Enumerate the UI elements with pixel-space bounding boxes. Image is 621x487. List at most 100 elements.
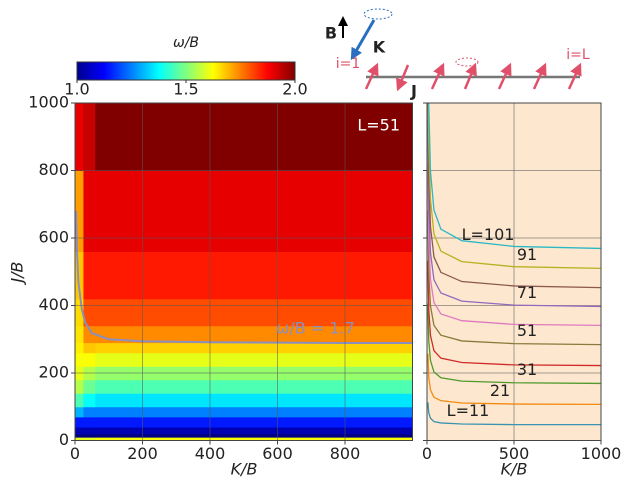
heatmap-cell: [95, 251, 413, 300]
lines: [427, 103, 601, 426]
heatmap-cell: [95, 416, 413, 428]
heatmap-cell: [83, 437, 96, 441]
x-axis-label: K/B: [501, 460, 528, 479]
series-label: L=11: [447, 401, 490, 420]
coupling-label: J: [410, 82, 417, 101]
heatmap-cell: [75, 416, 84, 428]
heatmap-cell: [75, 406, 84, 418]
schematic: B K J i=1 i=L: [325, 8, 590, 101]
contour-line: [75, 210, 413, 344]
spin: [532, 62, 547, 90]
y-tick-label: 400: [38, 295, 69, 314]
heatmap-cell: [75, 103, 84, 171]
colorbar-label: ω/B: [173, 35, 199, 51]
heatmap-cell: [75, 298, 84, 327]
heatmap-cell: [83, 379, 96, 394]
heatmap-cell: [75, 170, 84, 252]
colorbar-tick-label: 1.5: [173, 80, 198, 99]
series-label: 21: [490, 381, 510, 400]
series-label: 31: [517, 360, 537, 379]
colorbar: [76, 61, 296, 81]
annotation: L=51: [357, 116, 400, 135]
precession: [363, 8, 393, 20]
line: [428, 103, 601, 250]
line: [427, 303, 601, 385]
spin: [567, 62, 582, 90]
series-label: 91: [517, 245, 537, 264]
line: [427, 210, 601, 346]
spin: [430, 62, 445, 90]
heatmap-cell: [83, 170, 96, 252]
x-axis-label: K/B: [231, 460, 258, 479]
heatmap-cell: [75, 352, 84, 367]
heatmap-cell: [83, 342, 96, 354]
site-label: i=L: [566, 47, 590, 63]
heatmap-cell: [95, 437, 413, 441]
contour-label: ω/B = 1.7: [276, 319, 355, 338]
x-tick-label: 400: [195, 444, 226, 463]
heatmap-cell: [95, 103, 413, 171]
heatmap-cell: [83, 103, 96, 171]
field-label: B: [325, 24, 337, 43]
x-tick-label: 800: [330, 444, 361, 463]
series-label: L=101: [462, 225, 515, 244]
heatmap-cell: [83, 406, 96, 418]
heatmap-cell: [75, 251, 84, 300]
x-tick-label: 500: [499, 444, 530, 463]
y-axis-label: J/B: [8, 261, 27, 285]
plot-frame: [74, 102, 413, 441]
heatmap-cell: [95, 342, 413, 354]
x-tick-label: 1000: [581, 444, 621, 463]
spin-arrow: [350, 19, 376, 61]
heatmap-cell: [75, 427, 84, 435]
site-label: i=1: [336, 56, 361, 72]
precession: [455, 57, 479, 67]
y-tick-label: 800: [38, 160, 69, 179]
y-tick-label: 0: [59, 430, 69, 449]
x-tick-label: 600: [262, 444, 293, 463]
y-tick-label: 1000: [28, 93, 69, 112]
heatmap-cell: [83, 325, 96, 344]
heatmap-cell: [83, 433, 96, 438]
line: [427, 164, 601, 327]
heatmap-cell: [95, 406, 413, 418]
spin: [463, 62, 477, 90]
line: [427, 103, 601, 270]
x-tick-label: 0: [422, 444, 432, 463]
heatmap-cell: [95, 325, 413, 344]
spins: [364, 62, 582, 92]
heatmap-cell: [95, 433, 413, 438]
heatmap-cell: [83, 416, 96, 428]
series-label: 71: [517, 283, 537, 302]
heatmap-cell: [83, 393, 96, 408]
line: [427, 402, 601, 426]
heatmap-cell: [75, 437, 84, 441]
colorbar-tick-label: 1.0: [64, 80, 89, 99]
heatmap: [75, 103, 413, 441]
heatmap-cell: [95, 379, 413, 394]
anisotropy-label: K: [373, 38, 386, 57]
heatmap-cell: [95, 427, 413, 435]
x-tick-label: 0: [70, 444, 80, 463]
spin: [497, 62, 512, 90]
heatmap-cell: [75, 379, 84, 394]
line: [427, 118, 601, 308]
heatmap-cell: [83, 251, 96, 300]
heatmap-cell: [75, 342, 84, 354]
y-tick-label: 200: [38, 363, 69, 382]
spin: [364, 62, 379, 90]
spin: [396, 64, 410, 92]
colorbar-tick-label: 2.0: [282, 80, 307, 99]
heatmap-cell: [95, 393, 413, 408]
line: [427, 103, 601, 289]
heatmap-cell: [75, 325, 84, 344]
heatmap-cell: [75, 433, 84, 438]
heatmap-cell: [75, 393, 84, 408]
heatmap-cell: [83, 352, 96, 367]
heatmap-cell: [95, 298, 413, 327]
line: [427, 353, 601, 406]
series-label: 51: [517, 321, 537, 340]
y-tick-label: 600: [38, 228, 69, 247]
